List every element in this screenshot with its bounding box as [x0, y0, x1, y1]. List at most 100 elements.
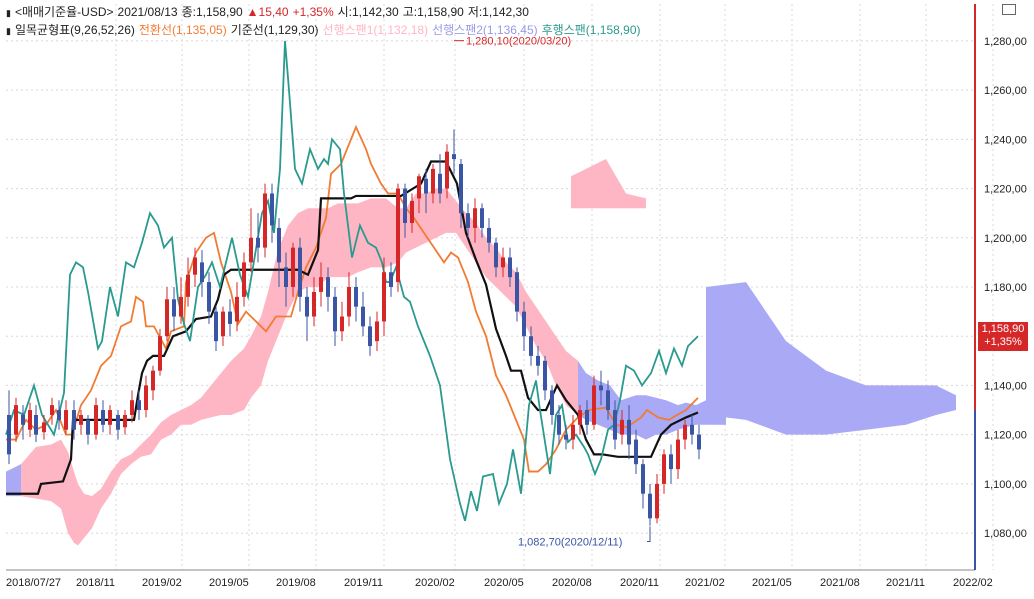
x-tick-label: 2018/07/27: [6, 577, 61, 589]
x-tick-label: 2019/08: [276, 577, 316, 589]
candle: [7, 390, 11, 465]
candle-body: [655, 483, 659, 519]
candle-body: [277, 227, 281, 263]
cloud-segment: [556, 336, 566, 406]
candle-body: [14, 405, 18, 435]
candle-body: [270, 193, 274, 226]
cloud-segment: [92, 488, 101, 529]
window-close-icon[interactable]: [1002, 4, 1016, 15]
cloud-segment: [51, 439, 61, 509]
candle-body: [368, 326, 372, 347]
candle: [354, 277, 358, 322]
candle-body: [585, 410, 589, 425]
candle-body: [452, 154, 456, 160]
annotations: 1,280,10(2020/03/20) 1,082,70(2020/12/11): [454, 36, 651, 548]
candle-body: [599, 385, 603, 391]
candle-body: [361, 306, 365, 327]
span-a-legend: 선행스팬1(1,132,18): [322, 23, 429, 37]
candle: [305, 287, 309, 342]
series-line-lagging: [5, 40, 699, 522]
cloud-segment: [74, 471, 78, 546]
candle: [445, 144, 449, 199]
x-tick-label: 2021/02: [685, 577, 725, 589]
candle-body: [508, 257, 512, 278]
candle-body: [557, 414, 561, 435]
candle-body: [571, 424, 575, 440]
candle-body: [57, 410, 61, 420]
candle: [697, 424, 701, 460]
candle: [487, 218, 491, 253]
candle-body: [389, 272, 393, 287]
x-tick-label: 2022/02: [953, 577, 993, 589]
cloud-segment: [78, 483, 84, 546]
candle: [480, 203, 484, 238]
cloud-segment: [141, 434, 151, 457]
candle: [606, 380, 610, 420]
price-tag-pct: +1,35%: [984, 336, 1022, 348]
candle: [79, 410, 83, 435]
cloud-segment: [84, 493, 92, 539]
candle-body: [319, 277, 323, 292]
cloud-segment: [131, 444, 141, 465]
cloud-segment: [328, 203, 338, 278]
candle: [592, 375, 596, 430]
candle-body: [424, 178, 428, 194]
candle-body: [291, 247, 295, 287]
x-tick-label: 2020/11: [620, 577, 659, 589]
candle: [144, 375, 148, 418]
candle: [634, 429, 638, 475]
candle: [424, 168, 428, 214]
candle-body: [165, 299, 169, 337]
candle-body: [116, 414, 120, 430]
candle-body: [529, 336, 533, 356]
candle: [193, 247, 197, 287]
indicator-label: 일목균형표(9,26,52,26): [14, 23, 135, 37]
candle: [627, 405, 631, 460]
candle: [613, 400, 617, 450]
x-tick-label: 2020/02: [415, 577, 455, 589]
candle: [396, 183, 400, 292]
cloud-segment: [201, 385, 211, 420]
cloud-segment: [446, 188, 456, 233]
candle-body: [403, 188, 407, 224]
candle-body: [515, 272, 519, 312]
candle: [312, 277, 316, 327]
candle: [347, 272, 351, 327]
candle: [137, 390, 141, 420]
y-tick-label: 1,260,00: [984, 85, 1027, 97]
candle: [270, 183, 274, 243]
cloud-upper-segment: [571, 159, 646, 209]
candle: [683, 419, 687, 450]
candle: [172, 287, 176, 332]
close-label: 종:1,158,90: [181, 5, 243, 19]
candle-body: [431, 168, 435, 194]
axes: 1,080,001,100,001,120,001,140,001,160,00…: [6, 4, 1027, 589]
cloud-segment: [171, 410, 181, 435]
candle: [57, 400, 61, 430]
candle: [459, 159, 463, 228]
candle-body: [179, 296, 183, 317]
candle: [101, 400, 105, 433]
x-tick-label: 2019/11: [344, 577, 383, 589]
candle: [543, 355, 547, 401]
candle-body: [676, 439, 680, 470]
candle-body: [522, 311, 526, 337]
candle: [165, 287, 169, 342]
lagging-legend: 후행스팬(1,158,90): [541, 23, 641, 37]
span-b-legend: 선행스팬2(1,136,45): [432, 23, 538, 37]
conversion-legend: 전환선(1,135,05): [138, 23, 227, 37]
candle: [599, 370, 603, 406]
cloud-segment: [181, 405, 191, 425]
header-marker: ▮: [6, 26, 11, 36]
candle: [72, 400, 76, 440]
candle-body: [550, 390, 554, 415]
cloud-segment: [21, 446, 36, 499]
y-tick-label: 1,280,00: [984, 36, 1027, 48]
cloud-segment: [656, 397, 666, 435]
candle-body: [64, 410, 68, 430]
candle-body: [648, 493, 652, 519]
date-label: 2021/08/13: [117, 5, 178, 19]
y-tick-label: 1,080,00: [984, 528, 1027, 540]
candle: [494, 237, 498, 278]
